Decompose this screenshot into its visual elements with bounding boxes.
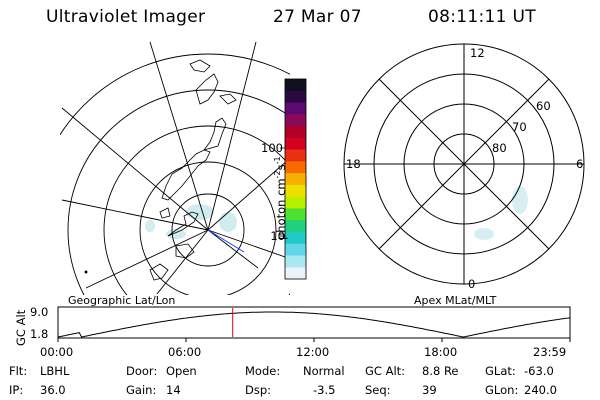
footer-key: GC Alt: (365, 364, 406, 378)
footer-key: Gain: (126, 383, 157, 397)
footer-value: Open (166, 364, 197, 378)
footer-value: 39 (422, 383, 437, 397)
mlat-label-70: 70 (512, 120, 527, 134)
altitude-plot-frame (57, 306, 571, 339)
colorbar-segment (285, 243, 306, 257)
colorbar-segment (285, 102, 306, 115)
footer-value: 36.0 (40, 383, 66, 397)
mlt-label-18: 18 (346, 157, 361, 171)
altitude-xtick-label: 18:00 (424, 345, 458, 359)
footer-key: GLat: (485, 364, 516, 378)
time-label: 08:11:11 UT (428, 7, 536, 27)
colorbar-segment (285, 137, 306, 151)
colorbar-segment (285, 196, 306, 210)
altitude-curve (57, 311, 571, 338)
footer-key: Flt: (9, 364, 28, 378)
date-label: 27 Mar 07 (273, 7, 362, 27)
footer-key: GLon: (485, 383, 519, 397)
footer-key: Seq: (365, 383, 391, 397)
colorbar-segment (285, 208, 306, 221)
mlat-label-60: 60 (536, 99, 551, 113)
colorbar-segment (285, 255, 306, 268)
colorbar-segment (285, 161, 306, 174)
footer-key: Dsp: (245, 383, 272, 397)
colorbar-segment (285, 149, 306, 162)
altitude-ytick-max: 9.0 (30, 305, 49, 319)
instrument-title: Ultraviolet Imager (46, 7, 206, 27)
footer-key: Mode: (245, 364, 281, 378)
footer-key: IP: (9, 383, 24, 397)
altitude-xtick-label: 00:00 (40, 345, 74, 359)
colorbar-segment (285, 114, 306, 127)
footer-value: -3.5 (313, 383, 336, 397)
colorbar-tick-label-10: 10 (270, 229, 285, 243)
footer-value: Normal (303, 364, 345, 378)
colorbar-segment (285, 79, 306, 92)
footer-value: 240.0 (524, 383, 557, 397)
altitude-xtick-label: 23:59 (533, 345, 567, 359)
colorbar-segment (285, 173, 306, 186)
colorbar-segment (285, 126, 306, 139)
altitude-xtick-label: 12:00 (296, 345, 330, 359)
colorbar-segment (285, 231, 306, 245)
colorbar-segment (285, 220, 306, 233)
altitude-ylabel: GC Alt (14, 309, 28, 346)
colorbar-segment (285, 90, 306, 104)
mlt-label-0: 0 (468, 277, 476, 291)
footer-value: 8.8 Re (422, 364, 459, 378)
footer-value: LBHL (40, 364, 70, 378)
aurora-glow-left (145, 204, 237, 239)
mlt-label-12: 12 (470, 46, 485, 60)
colorbar-segment (285, 267, 306, 280)
mlat-label-80: 80 (492, 141, 507, 155)
right-map-label: Apex MLat/MLT (414, 294, 497, 307)
aurora-glow-right (474, 186, 528, 240)
colorbar-tick-label-100: 100 (261, 141, 283, 155)
footer-value: 14 (166, 383, 181, 397)
footer-key: Door: (126, 364, 158, 378)
altitude-ytick-min: 1.8 (30, 327, 49, 341)
altitude-xtick-label: 06:00 (168, 345, 202, 359)
footer-value: -63.0 (524, 364, 554, 378)
colorbar-segment (285, 184, 306, 198)
left-map-label: Geographic Lat/Lon (68, 294, 176, 307)
mlt-label-6: 6 (576, 157, 584, 171)
